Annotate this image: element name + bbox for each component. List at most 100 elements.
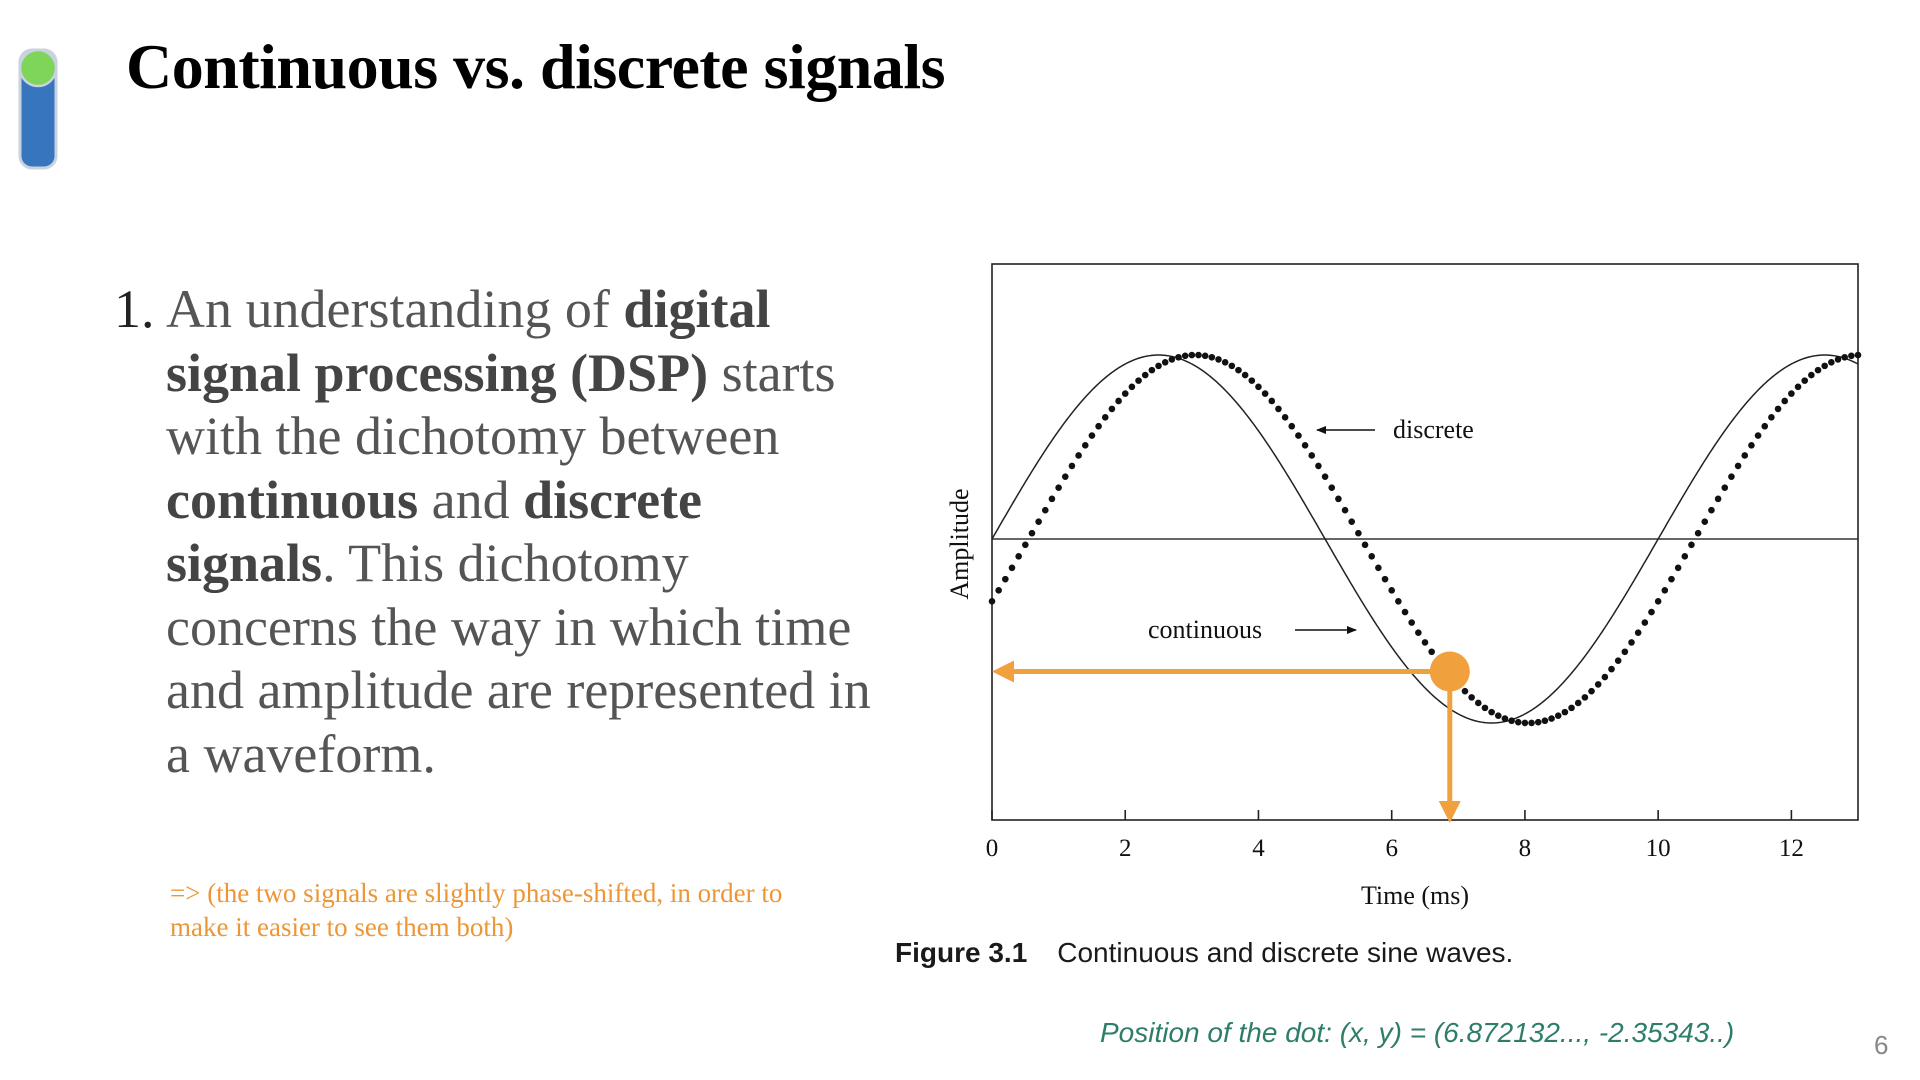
discrete-sample-dot: [1814, 366, 1822, 374]
discrete-sample-dot: [1188, 351, 1196, 359]
discrete-sample-dot: [1041, 506, 1049, 514]
discrete-sample-dot: [1355, 529, 1362, 537]
x-tick-label: 2: [1119, 835, 1132, 862]
discrete-sample-dot: [1248, 377, 1256, 384]
discrete-sample-dot: [1708, 506, 1715, 514]
discrete-sample-dot: [1261, 390, 1269, 397]
discrete-sample-dot: [1594, 681, 1602, 688]
discrete-sample-dot: [995, 587, 1002, 594]
discrete-sample-dot: [1634, 629, 1642, 636]
discrete-sample-dot: [1501, 715, 1509, 722]
discrete-sample-dot: [1614, 657, 1622, 664]
discrete-sample-dot: [1155, 362, 1162, 370]
discrete-sample-dot: [1548, 715, 1555, 722]
body-paragraph: An understanding of digital signal proce…: [166, 278, 874, 786]
discrete-sample-dot: [1728, 473, 1735, 480]
discrete-sample-dot: [1268, 397, 1276, 405]
discrete-sample-dot: [1428, 648, 1435, 656]
discrete-sample-dot: [1288, 422, 1296, 430]
discrete-sample-dot: [1821, 362, 1828, 370]
discrete-sample-dot: [1002, 575, 1009, 583]
body-text-segment: An understanding of: [166, 279, 624, 339]
continuous-annotation-label: continuous: [1148, 615, 1262, 644]
discrete-sample-dot: [1521, 719, 1529, 727]
discrete-sample-dot: [1808, 371, 1815, 379]
discrete-sample-dot: [1295, 432, 1302, 439]
body-text-bold: discrete signals: [166, 469, 703, 594]
discrete-sample-dot: [1281, 414, 1289, 421]
discrete-sample-dot: [1641, 619, 1649, 626]
discrete-sample-dot: [1161, 359, 1169, 366]
discrete-sample-dot: [1561, 708, 1569, 716]
discrete-sample-dot: [1075, 452, 1082, 459]
discrete-sample-dot: [1628, 639, 1635, 646]
slide-title: Continuous vs. discrete signals: [126, 31, 946, 102]
discrete-sample-dot: [1321, 473, 1329, 480]
discrete-sample-dot: [1768, 414, 1775, 421]
discrete-sample-dot: [1621, 648, 1629, 656]
discrete-sample-dot: [1135, 377, 1142, 384]
x-tick-label: 8: [1519, 835, 1532, 862]
body-text-bold: continuous: [166, 469, 419, 530]
discrete-sample-dot: [1308, 452, 1316, 459]
discrete-sample-dot: [1581, 694, 1589, 701]
discrete-sample-dot: [1474, 699, 1482, 707]
body-text-segment: starts with the dichotomy between: [166, 342, 836, 467]
discrete-sample-dot: [1608, 665, 1615, 673]
discrete-sample-dot: [1195, 351, 1202, 359]
discrete-sample-dot: [1228, 362, 1236, 370]
discrete-sample-dot: [1328, 484, 1336, 491]
discrete-sample-dot: [1128, 383, 1136, 391]
highlight-left-arrowhead: [992, 660, 1014, 683]
discrete-sample-dot: [1461, 687, 1469, 695]
x-tick-label: 12: [1779, 835, 1804, 862]
highlight-down-arrowhead: [1438, 801, 1461, 823]
discrete-sample-dot: [1175, 353, 1182, 361]
x-tick-label: 4: [1252, 835, 1265, 862]
discrete-sample-dot: [1508, 717, 1515, 725]
discrete-sample-dot: [1654, 598, 1662, 605]
plot-frame: [991, 263, 1859, 821]
discrete-sample-dot: [1688, 541, 1695, 549]
x-axis-label: Time (ms): [1361, 881, 1469, 910]
discrete-sample-dot: [1481, 704, 1489, 712]
discrete-sample-dot: [1488, 708, 1495, 716]
discrete-sample-dot: [1668, 575, 1675, 583]
discrete-sample-dot: [1721, 484, 1729, 491]
discrete-sample-dot: [1015, 553, 1022, 560]
discrete-sample-dot: [1108, 405, 1116, 413]
dot-position-readout: Position of the dot: (x, y) = (6.872132.…: [1100, 1017, 1735, 1048]
discrete-sample-dot: [1022, 541, 1029, 549]
numbered-list-item: 1. An understanding of digital signal pr…: [114, 278, 874, 786]
discrete-sample-dot: [1208, 353, 1216, 361]
discrete-sample-dot: [1235, 366, 1242, 374]
discrete-sample-dot: [1794, 383, 1802, 391]
list-number: 1.: [114, 279, 155, 339]
discrete-sample-dot: [1834, 356, 1842, 363]
discrete-sample-dot: [1101, 414, 1109, 421]
discrete-sample-dot: [1141, 371, 1149, 379]
discrete-sample-dot: [1514, 718, 1522, 726]
discrete-sample-dot: [1381, 575, 1389, 583]
figure-caption-text: Continuous and discrete sine waves.: [1057, 937, 1514, 968]
discrete-sample-dot: [1201, 352, 1209, 360]
discrete-sample-dot: [1788, 390, 1795, 397]
discrete-sample-dot: [1181, 352, 1189, 360]
discrete-sample-dot: [1088, 432, 1096, 439]
discrete-sample-dot: [1095, 422, 1102, 430]
discrete-sample-dot: [1828, 359, 1835, 366]
body-text-bold: digital signal processing (DSP): [166, 279, 771, 403]
figure-caption: Figure 3.1 Continuous and discrete sine w…: [895, 937, 1513, 969]
discrete-sample-dot: [1008, 564, 1016, 572]
discrete-sample-dot: [1734, 462, 1742, 470]
discrete-sample-dot: [1361, 541, 1369, 549]
body-text-segment: . This dichotomy concerns the way in whi…: [166, 533, 871, 784]
discrete-sample-dot: [1081, 442, 1089, 449]
discrete-sample-dot: [1701, 518, 1709, 525]
highlight-dot: [1429, 651, 1470, 692]
discrete-sample-dot: [1774, 405, 1782, 413]
discrete-sample-dot: [1534, 718, 1542, 726]
discrete-sample-dot: [1761, 422, 1769, 430]
discrete-sample-dot: [1661, 587, 1669, 594]
discrete-sample-dot: [1368, 553, 1376, 560]
